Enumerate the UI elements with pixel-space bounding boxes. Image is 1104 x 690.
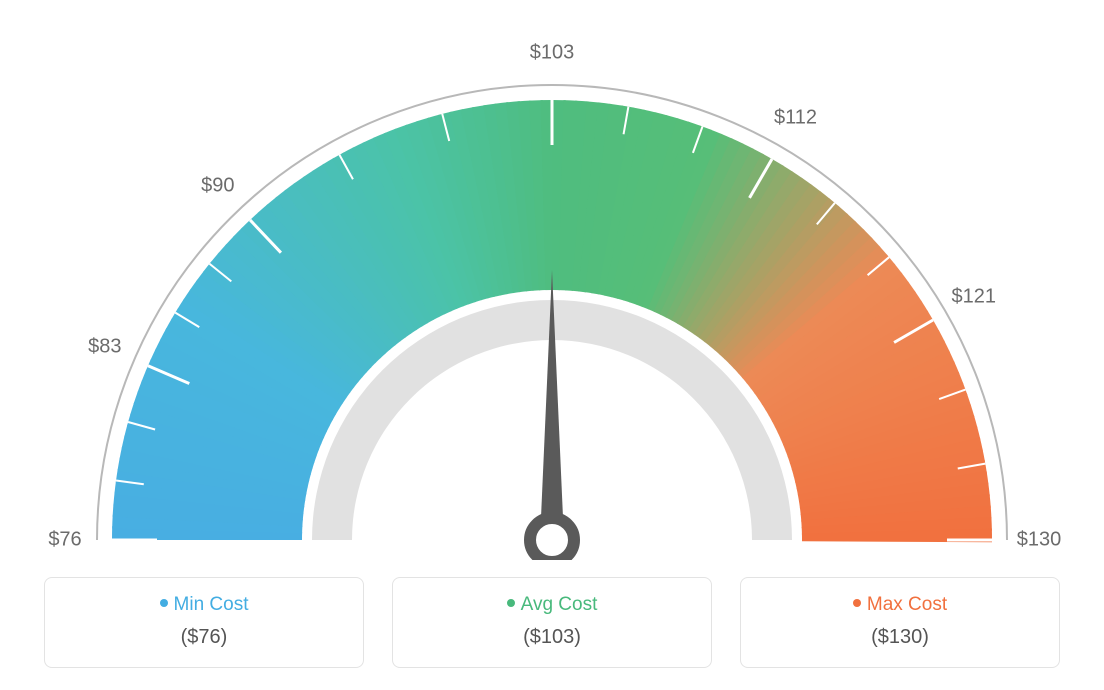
legend-card-max: Max Cost ($130) [740,577,1060,668]
legend-card-min: Min Cost ($76) [44,577,364,668]
legend-card-avg: Avg Cost ($103) [392,577,712,668]
legend: Min Cost ($76) Avg Cost ($103) Max Cost … [0,577,1104,668]
legend-max-label: Max Cost [867,594,947,615]
legend-max-value: ($130) [759,626,1041,649]
legend-min-value: ($76) [63,626,345,649]
legend-min-title: Min Cost [63,594,345,616]
gauge-tick-label: $90 [201,174,234,197]
dot-icon [160,599,168,607]
legend-max-title: Max Cost [759,594,1041,616]
gauge-chart: $76 $83 $90 $103 $112 $121 $130 [0,0,1104,560]
legend-avg-value: ($103) [411,626,693,649]
legend-avg-label: Avg Cost [521,594,598,615]
legend-min-label: Min Cost [174,594,249,615]
legend-avg-title: Avg Cost [411,594,693,616]
gauge-svg [0,0,1104,560]
dot-icon [507,599,515,607]
gauge-tick-label: $83 [88,336,121,359]
dot-icon [853,599,861,607]
gauge-tick-label: $130 [1017,529,1062,552]
gauge-tick-label: $121 [952,285,997,308]
gauge-tick-label: $103 [530,42,575,65]
gauge-tick-label: $112 [774,107,817,130]
gauge-tick-label: $76 [48,529,81,552]
